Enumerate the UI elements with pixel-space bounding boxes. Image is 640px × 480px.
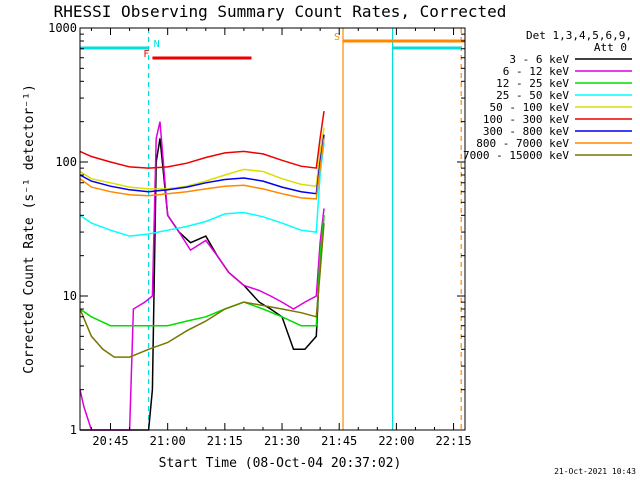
series-line-12-25-kev	[79, 215, 325, 327]
legend-header-attenuator: Att 0	[594, 41, 627, 54]
legend-label-50-100-kev: 50 - 100 keV	[490, 101, 570, 114]
series-line-100-300-kev	[79, 110, 325, 169]
chart-title: RHESSI Observing Summary Count Rates, Co…	[54, 2, 507, 21]
plot-frame	[79, 27, 466, 431]
legend-header-detectors: Det 1,3,4,5,6,9,	[526, 29, 632, 42]
y-tick-label-100: 100	[55, 155, 77, 169]
legend-label-7000-15000-kev: 7000 - 15000 keV	[463, 149, 569, 162]
legend-label-3-6-kev: 3 - 6 keV	[509, 53, 569, 66]
y-tick-label-1: 1	[70, 423, 77, 437]
legend-label-6-12-kev: 6 - 12 keV	[503, 65, 570, 78]
series-line-7000-15000-kev	[79, 223, 325, 358]
y-tick-label-1000: 1000	[48, 21, 77, 35]
plot-area: NF S	[79, 28, 465, 431]
legend-label-800-7000-kev: 800 - 7000 keV	[476, 137, 569, 150]
x-tick-label-22-00: 22:00	[378, 434, 414, 448]
series-line-800-7000-kev	[79, 138, 325, 200]
y-tick-label-10: 10	[63, 289, 77, 303]
legend-label-100-300-kev: 100 - 300 keV	[483, 113, 569, 126]
x-tick-label-21-30: 21:30	[264, 434, 300, 448]
x-tick-label-21-00: 21:00	[150, 434, 186, 448]
x-axis-label: Start Time (08-Oct-04 20:37:02)	[159, 456, 402, 471]
flag-label-n: N	[154, 39, 160, 50]
series-line-300-800-kev	[79, 134, 325, 195]
flag-label-s: S	[334, 32, 340, 43]
series-line-50-100-kev	[79, 127, 325, 190]
y-axis-label: Corrected Count Rate (s⁻¹ detector⁻¹)	[22, 84, 37, 374]
timestamp-label: 21-Oct-2021 10:43	[554, 467, 636, 476]
legend-label-25-50-kev: 25 - 50 keV	[496, 89, 569, 102]
flag-label-f: F	[143, 49, 149, 60]
y-axis-ticks: 1 10 100 1000	[48, 21, 465, 437]
legend-label-12-25-kev: 12 - 25 keV	[496, 77, 569, 90]
series-line-25-50-kev	[79, 142, 325, 237]
x-tick-label-21-45: 21:45	[321, 434, 357, 448]
x-tick-label-20-45: 20:45	[92, 434, 128, 448]
x-tick-label-22-15: 22:15	[436, 434, 472, 448]
legend-label-300-800-kev: 300 - 800 keV	[483, 125, 569, 138]
x-axis-ticks: 20:45 21:00 21:15 21:30 21:45 22:00 22:15	[90, 28, 472, 448]
x-tick-label-21-15: 21:15	[207, 434, 243, 448]
